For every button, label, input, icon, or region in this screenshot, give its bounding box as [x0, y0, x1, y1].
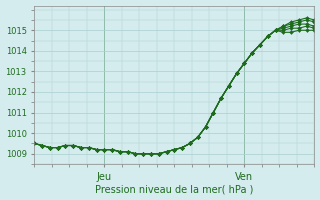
- X-axis label: Pression niveau de la mer( hPa ): Pression niveau de la mer( hPa ): [95, 184, 253, 194]
